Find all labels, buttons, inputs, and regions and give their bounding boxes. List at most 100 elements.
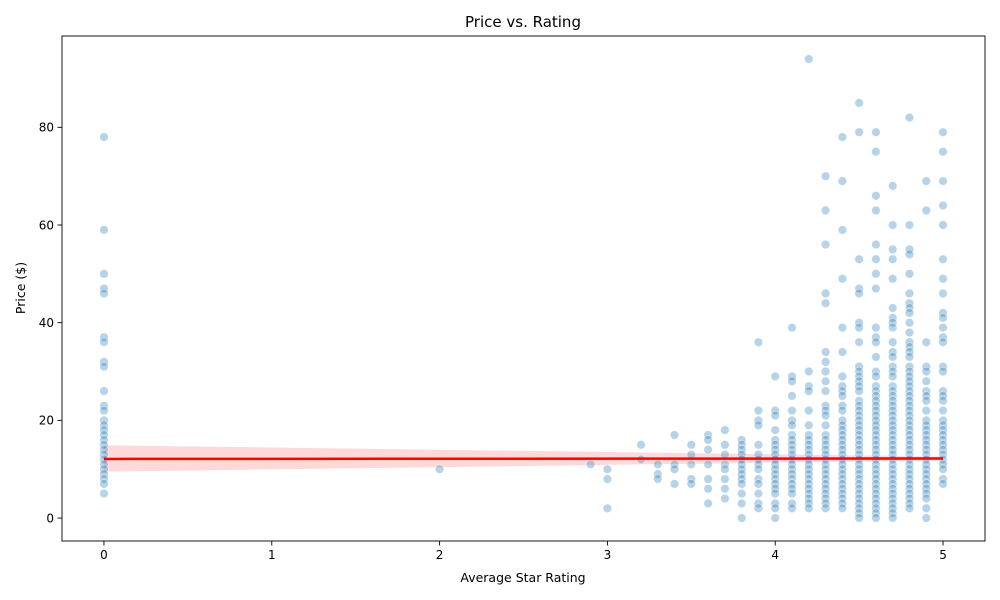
data-point xyxy=(737,479,747,489)
data-point xyxy=(904,420,915,430)
data-point xyxy=(871,323,881,333)
data-point xyxy=(904,303,915,313)
data-point xyxy=(854,318,864,328)
data-point xyxy=(854,464,864,474)
y-tick-label: 0 xyxy=(46,511,54,525)
data-point xyxy=(921,459,931,469)
data-point xyxy=(904,352,915,362)
data-point xyxy=(888,381,898,391)
data-point xyxy=(753,464,764,474)
data-point xyxy=(804,503,814,513)
data-point xyxy=(854,401,864,411)
data-point xyxy=(938,445,948,455)
data-point xyxy=(99,401,109,411)
data-point xyxy=(837,493,848,504)
data-point xyxy=(854,415,864,426)
data-point xyxy=(938,323,948,333)
data-point xyxy=(99,132,109,142)
data-point xyxy=(753,474,764,484)
data-point xyxy=(99,440,109,450)
data-point xyxy=(888,489,898,499)
x-tick-label: 1 xyxy=(268,548,276,562)
data-point xyxy=(770,464,780,474)
data-point xyxy=(871,469,881,479)
data-point xyxy=(888,464,898,474)
data-point xyxy=(837,474,848,484)
data-point xyxy=(854,513,864,523)
x-axis-label: Average Star Rating xyxy=(460,570,585,585)
data-point xyxy=(804,493,814,504)
x-axis-ticks: 0 1 2 3 4 5 xyxy=(100,541,947,562)
data-point xyxy=(921,440,931,450)
data-point xyxy=(753,459,764,469)
data-point xyxy=(904,318,915,328)
data-point xyxy=(871,283,881,294)
data-point xyxy=(720,484,730,494)
data-point xyxy=(602,474,613,484)
data-point xyxy=(921,391,931,401)
data-point xyxy=(938,415,948,426)
data-point xyxy=(938,425,948,435)
y-axis-ticks: 0 20 40 60 80 xyxy=(39,121,62,525)
data-point xyxy=(787,464,797,474)
data-point xyxy=(921,415,931,426)
data-point xyxy=(99,357,109,367)
data-point xyxy=(686,440,696,450)
data-point xyxy=(804,366,814,377)
data-point xyxy=(737,459,747,469)
data-point xyxy=(888,396,898,406)
data-point xyxy=(837,401,848,411)
y-tick-label: 40 xyxy=(39,316,54,330)
data-point xyxy=(938,332,948,342)
data-point xyxy=(820,366,831,377)
data-point xyxy=(921,362,931,372)
data-point xyxy=(820,298,831,308)
data-point xyxy=(99,283,109,294)
data-point xyxy=(770,371,780,382)
x-tick-label: 0 xyxy=(100,548,108,562)
data-point xyxy=(787,376,797,386)
data-point xyxy=(820,479,831,489)
data-point xyxy=(837,386,848,396)
data-point xyxy=(787,484,797,494)
data-point xyxy=(871,205,881,215)
data-point xyxy=(837,425,848,435)
data-point xyxy=(753,406,764,416)
plot-area xyxy=(99,54,948,523)
data-point xyxy=(921,503,931,513)
data-point xyxy=(99,337,109,347)
data-point xyxy=(938,200,948,211)
data-point xyxy=(770,484,780,494)
data-point xyxy=(804,498,814,509)
data-point xyxy=(904,464,915,474)
data-point xyxy=(938,459,948,469)
data-point xyxy=(837,176,848,186)
data-point xyxy=(938,254,948,264)
data-point xyxy=(904,479,915,489)
data-point xyxy=(653,469,663,479)
data-point xyxy=(888,362,898,372)
data-point xyxy=(888,220,898,230)
data-point xyxy=(585,459,596,469)
data-point xyxy=(820,440,831,450)
data-point xyxy=(921,376,931,386)
data-point xyxy=(871,127,881,137)
data-point xyxy=(804,469,814,479)
data-point xyxy=(804,445,814,455)
data-point xyxy=(938,220,948,230)
data-point xyxy=(904,386,915,396)
data-point xyxy=(921,445,931,455)
data-point xyxy=(854,445,864,455)
data-point xyxy=(854,459,864,469)
data-point xyxy=(871,435,881,445)
data-point xyxy=(921,425,931,435)
data-point xyxy=(703,474,713,484)
data-point xyxy=(904,391,915,401)
data-point xyxy=(871,474,881,484)
data-point xyxy=(737,489,747,499)
data-point xyxy=(854,493,864,504)
data-point xyxy=(669,464,680,474)
data-point xyxy=(720,474,730,484)
data-point xyxy=(787,459,797,469)
x-tick-label: 3 xyxy=(604,548,612,562)
